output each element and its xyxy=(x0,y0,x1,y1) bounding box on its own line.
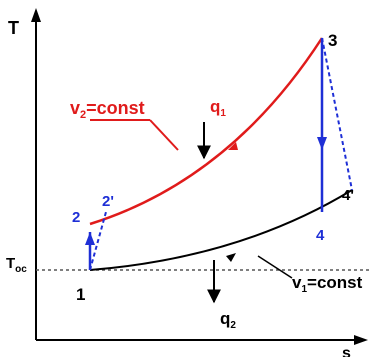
upper-curve-label: v2=const xyxy=(70,98,145,121)
compression-arrow xyxy=(85,232,95,245)
point-3-label: 3 xyxy=(328,31,337,50)
lower-isochore-curve xyxy=(89,189,353,271)
q-in-label: q1 xyxy=(210,97,226,119)
lower-curve-arrow xyxy=(226,253,236,262)
upper-curve-leader-diag xyxy=(149,119,179,151)
upper-curve-arrow xyxy=(228,142,238,150)
point-2s-label: 2' xyxy=(102,193,114,210)
point-1-label: 1 xyxy=(76,285,85,304)
point-4s-label: 4' xyxy=(342,187,354,204)
expansion-arrow xyxy=(317,137,327,150)
t-axis-arrowhead xyxy=(31,8,41,22)
q-out-label: q2 xyxy=(220,309,236,331)
t-axis-label: T xyxy=(8,18,19,38)
point-4-label: 4 xyxy=(316,227,325,244)
s-axis-label: s xyxy=(342,345,351,357)
upper-isochore-curve xyxy=(89,37,324,226)
lower-curve-label: v1=const xyxy=(292,273,363,295)
real-expansion-line xyxy=(321,37,353,191)
reference-label: Toc xyxy=(6,255,27,275)
point-2-label: 2 xyxy=(72,209,80,226)
s-axis-arrowhead xyxy=(354,335,368,345)
lower-curve-leader xyxy=(257,255,293,279)
real-compression-line xyxy=(89,211,107,271)
